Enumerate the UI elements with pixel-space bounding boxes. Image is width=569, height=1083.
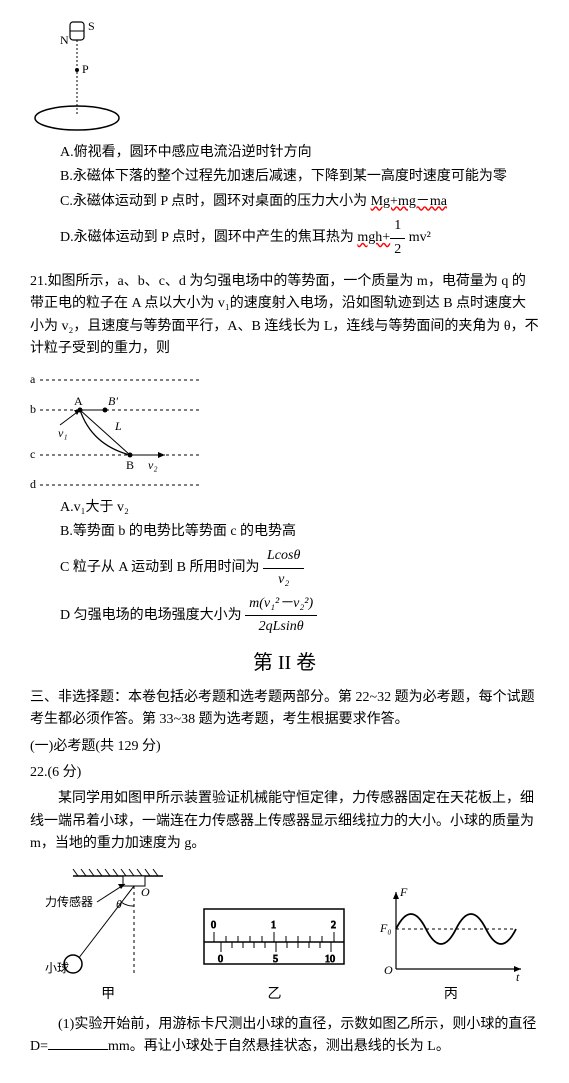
q21-stem: 21.如图所示，a、b、c、d 为匀强电场中的等势面，一个质量为 m，电荷量为 …	[30, 271, 539, 361]
q21-optC: C 粒子从 A 运动到 B 所用时间为 Lcosθv₂	[60, 545, 539, 591]
q21-optC-num: Lcosθ	[263, 545, 304, 568]
svg-text:5: 5	[273, 954, 278, 965]
section2-sub: (一)必考题(共 129 分)	[30, 736, 539, 758]
fig-bing-label: 丙	[376, 984, 526, 1006]
q22-figures: O θ 力传感器 小球 甲 0 1	[30, 864, 539, 1006]
label-P: P	[82, 62, 89, 76]
q22-num: 22.(6 分)	[30, 762, 539, 784]
label-c: c	[30, 447, 35, 461]
fig-jia-sensor: 力传感器	[45, 894, 93, 909]
q22-sub1: (1)实验开始前，用游标卡尺测出小球的直径，示数如图乙所示，则小球的直径D=mm…	[30, 1014, 539, 1059]
fig-jia-ball: 小球	[45, 961, 69, 975]
fig-bing-t: t	[516, 970, 520, 984]
q20-optA: A.俯视看，圆环中感应电流沿逆时针方向	[60, 142, 539, 164]
q22-sub1-suffix: mm。再让小球处于自然悬挂状态，测出悬线的长为 L。	[108, 1039, 450, 1054]
svg-text:0: 0	[211, 920, 216, 931]
q22-stem: 某同学用如图甲所示装置验证机械能守恒定律，力传感器固定在天花板上，细线一端吊着小…	[30, 788, 539, 855]
q20-optC-formula: Mg+mg－ma	[371, 194, 447, 209]
fig-jia-theta: θ	[116, 897, 122, 911]
label-B: B	[126, 458, 134, 472]
label-d: d	[30, 477, 36, 491]
label-v2: v₂	[148, 458, 158, 472]
label-S: S	[88, 20, 95, 33]
label-a: a	[30, 372, 36, 386]
fig-bing-F0: F₀	[379, 921, 392, 935]
q21-optA: A.v₁大于 v₂	[60, 497, 539, 519]
q20-optD-num: 1	[390, 215, 405, 238]
q21-figure: a b c d A B' L B v₁ v₂	[30, 365, 230, 495]
label-N: N	[60, 33, 69, 47]
q20-optD-den: 2	[390, 239, 405, 261]
q20-optD: D.永磁体运动到 P 点时，圆环中产生的焦耳热为 mgh+12 mv²	[60, 215, 539, 261]
fig-yi: 0 1 2 0 5	[199, 894, 349, 1006]
label-A: A	[74, 394, 83, 408]
q21-optC-prefix: C 粒子从 A 运动到 B 所用时间为	[60, 560, 263, 575]
fig-jia: O θ 力传感器 小球 甲	[43, 864, 173, 1006]
q20-optC-prefix: C.永磁体运动到 P 点时，圆环对桌面的压力大小为	[60, 194, 371, 209]
q20-optD-mgh: mgh+	[357, 230, 390, 245]
blank-D[interactable]	[48, 1049, 108, 1050]
q21-optD: D 匀强电场的电场强度大小为 m(v₁²－v₂²)2qLsinθ	[60, 593, 539, 639]
fig-yi-label: 乙	[199, 984, 349, 1006]
q20-optB: B.永磁体下落的整个过程先加速后减速，下降到某一高度时速度可能为零	[60, 166, 539, 188]
svg-text:1: 1	[271, 920, 276, 931]
section2-head: 三、非选择题：本卷包括必考题和选考题两部分。第 22~32 题为必考题，每个试题…	[30, 687, 539, 732]
fig-bing-F: F	[399, 885, 408, 899]
fig-bing: F t O F₀ 丙	[376, 884, 526, 1006]
q21-optD-num: m(v₁²－v₂²)	[245, 593, 317, 616]
q20-optD-mv2: mv²	[405, 230, 431, 245]
q21-optD-prefix: D 匀强电场的电场强度大小为	[60, 608, 245, 623]
q20-optD-prefix: D.永磁体运动到 P 点时，圆环中产生的焦耳热为	[60, 230, 357, 245]
q21-optD-den: 2qLsinθ	[245, 616, 317, 638]
svg-text:0: 0	[218, 954, 223, 965]
q20-figure: S N P	[30, 20, 140, 140]
q21-optB: B.等势面 b 的电势比等势面 c 的电势高	[60, 521, 539, 543]
label-L: L	[114, 419, 122, 433]
fig-jia-O: O	[141, 885, 150, 899]
q20-optC: C.永磁体运动到 P 点时，圆环对桌面的压力大小为 Mg+mg－ma	[60, 191, 539, 213]
label-v1: v₁	[58, 426, 68, 440]
section2-title: 第 II 卷	[30, 647, 539, 679]
svg-text:2: 2	[331, 920, 336, 931]
label-Bp: B'	[108, 394, 118, 408]
q21-optC-den: v₂	[263, 569, 304, 591]
fig-jia-label: 甲	[43, 984, 173, 1006]
label-b: b	[30, 402, 36, 416]
svg-text:10: 10	[325, 954, 335, 965]
fig-bing-O: O	[384, 963, 393, 977]
